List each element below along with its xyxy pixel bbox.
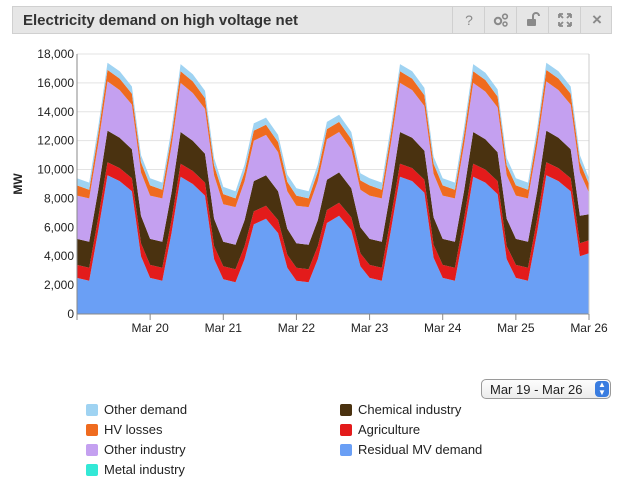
legend-label: Residual MV demand <box>358 442 483 457</box>
x-tick-label: Mar 21 <box>205 321 243 335</box>
help-icon: ? <box>465 12 473 28</box>
gears-icon <box>493 13 509 27</box>
y-tick-label: 4,000 <box>44 249 74 263</box>
expand-button[interactable] <box>548 7 581 33</box>
date-range-select[interactable]: Mar 19 - Mar 26 ▲ ▼ <box>481 379 611 399</box>
area-other-industry <box>77 81 589 245</box>
legend-swatch <box>340 443 352 456</box>
legend-item-agriculture[interactable]: Agriculture <box>340 422 420 437</box>
x-tick-label: Mar 20 <box>131 321 169 335</box>
expand-icon <box>558 13 572 27</box>
area-agriculture <box>77 162 589 283</box>
settings-button[interactable] <box>484 7 517 33</box>
legend-label: HV losses <box>104 422 163 437</box>
y-tick-label: 0 <box>67 307 74 321</box>
legend-item-chemical-industry[interactable]: Chemical industry <box>340 402 461 417</box>
x-tick-label: Mar 22 <box>278 321 316 335</box>
chevron-updown-icon: ▲ ▼ <box>595 381 609 397</box>
x-tick-label: Mar 23 <box>351 321 389 335</box>
legend-item-residual-mv-demand[interactable]: Residual MV demand <box>340 442 482 457</box>
x-tick-label: Mar 25 <box>497 321 535 335</box>
legend-swatch <box>86 403 98 416</box>
y-tick-label: 6,000 <box>44 220 74 234</box>
legend-item-hv-losses[interactable]: HV losses <box>86 422 163 437</box>
legend-item-other-demand[interactable]: Other demand <box>86 402 187 417</box>
y-tick-label: 16,000 <box>37 76 74 90</box>
chart-widget: Electricity demand on high voltage net ?… <box>12 6 612 484</box>
legend-label: Other demand <box>104 402 188 417</box>
legend-label: Metal industry <box>104 462 185 477</box>
chart-title: Electricity demand on high voltage net <box>23 12 299 29</box>
legend-label: Other industry <box>104 442 186 457</box>
legend-swatch <box>340 403 352 416</box>
area-chemical-industry <box>77 130 589 270</box>
y-tick-label: 10,000 <box>37 163 74 177</box>
y-tick-label: 18,000 <box>37 47 74 61</box>
x-tick-label: Mar 26 <box>570 321 608 335</box>
area-hv-losses <box>77 69 589 208</box>
y-tick-label: 14,000 <box>37 105 74 119</box>
area-residual-mv-demand <box>77 175 589 314</box>
legend-swatch <box>340 423 352 436</box>
unlock-icon <box>527 12 540 26</box>
legend-item-other-industry[interactable]: Other industry <box>86 442 186 457</box>
y-tick-label: 2,000 <box>44 278 74 292</box>
y-tick-label: 8,000 <box>44 191 74 205</box>
stacked-area-chart: 0 2,000 4,000 6,000 8,000 10,000 12,000 14,000 1… <box>12 47 608 335</box>
help-button[interactable]: ? <box>452 7 485 33</box>
legend-swatch <box>86 423 98 436</box>
legend-swatch <box>86 443 98 456</box>
unlock-button[interactable] <box>516 7 549 33</box>
legend-swatch <box>86 463 98 476</box>
legend-label: Chemical industry <box>358 402 462 417</box>
legend-item-metal-industry[interactable]: Metal industry <box>86 462 185 477</box>
title-bar: Electricity demand on high voltage net ?… <box>12 6 612 34</box>
y-axis-title: MW <box>12 173 25 195</box>
area-other-demand <box>77 62 589 199</box>
date-range-value: Mar 19 - Mar 26 <box>490 382 583 397</box>
y-tick-label: 12,000 <box>37 134 74 148</box>
close-icon: × <box>592 10 602 29</box>
close-button[interactable]: × <box>580 7 613 33</box>
legend-label: Agriculture <box>358 422 421 437</box>
x-tick-label: Mar 24 <box>424 321 462 335</box>
